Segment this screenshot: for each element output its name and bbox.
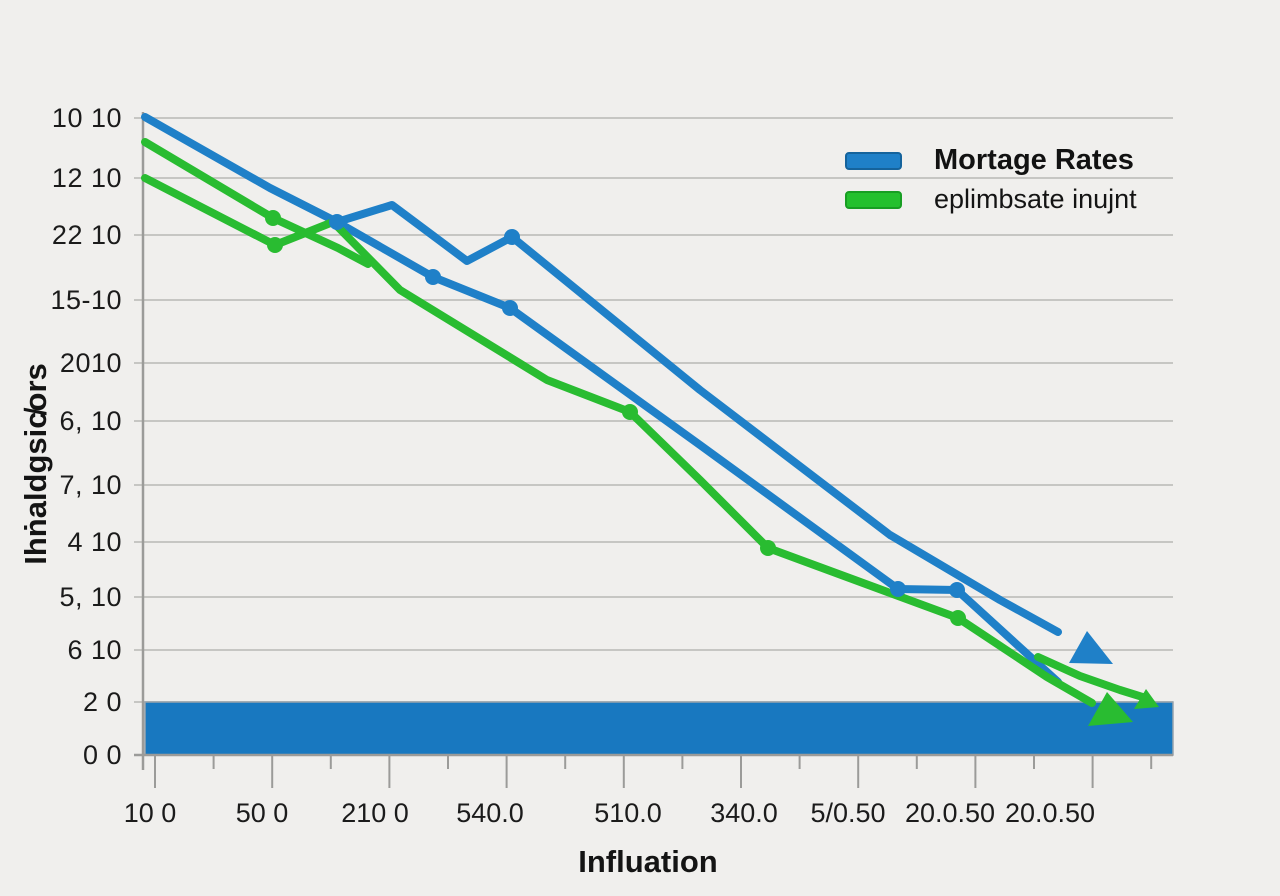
blue-band bbox=[144, 701, 1174, 756]
x-tick-label: 540.0 bbox=[456, 798, 524, 828]
legend-swatch-blue bbox=[845, 151, 902, 170]
arrowhead-mortage-rates-main bbox=[1069, 631, 1113, 664]
series-line-eplimbsate-branch bbox=[141, 138, 372, 268]
y-tick-label: 22 10 bbox=[51, 220, 122, 250]
series-line-mortage-rates-main bbox=[141, 113, 1062, 636]
y-tick-label: 2010 bbox=[59, 348, 122, 378]
x-tick-label: 50 0 bbox=[235, 798, 289, 828]
marker-mortage-rates-main bbox=[329, 214, 345, 230]
y-axis-title: Ihṅaldgsic̸ors bbox=[18, 363, 53, 565]
marker-mortage-rates-main bbox=[504, 229, 520, 245]
x-tick-label: 5/0.50 bbox=[810, 798, 886, 828]
series-line-eplimbsate-swoosh bbox=[1034, 653, 1150, 702]
y-tick-label: 4 10 bbox=[67, 527, 122, 557]
legend: Mortage Rates eplimbsate inujnt bbox=[845, 144, 1137, 222]
x-tick-label: 20.0.50 bbox=[1004, 798, 1096, 828]
y-tick-label: 12 10 bbox=[51, 163, 122, 193]
marker-eplimbsate-main bbox=[267, 237, 283, 253]
arrowhead-eplimbsate-main bbox=[1088, 692, 1133, 726]
y-tick-label: 7, 10 bbox=[59, 470, 122, 500]
marker-mortage-rates-branch bbox=[890, 581, 906, 597]
x-tick-label: 210 0 bbox=[341, 798, 409, 828]
marker-mortage-rates-branch bbox=[502, 300, 518, 316]
y-tick-label: 6, 10 bbox=[59, 406, 122, 436]
y-tick-label: 10 10 bbox=[51, 103, 122, 133]
y-tick-label: 2 0 bbox=[82, 687, 122, 717]
y-tick-label: 0 0 bbox=[82, 740, 122, 770]
marker-mortage-rates-branch bbox=[425, 269, 441, 285]
legend-row: eplimbsate inujnt bbox=[845, 184, 1137, 215]
legend-row: Mortage Rates bbox=[845, 144, 1137, 177]
y-tick-label: 5, 10 bbox=[59, 582, 122, 612]
x-axis-title: Influation bbox=[578, 844, 718, 879]
marker-mortage-rates-branch bbox=[949, 582, 965, 598]
x-tick-label: 10 0 bbox=[123, 798, 177, 828]
legend-label: eplimbsate inujnt bbox=[934, 184, 1137, 214]
x-tick-label: 20.0.50 bbox=[904, 798, 996, 828]
marker-eplimbsate-branch bbox=[265, 210, 281, 226]
x-tick-label: 510.0 bbox=[594, 798, 662, 828]
y-tick-label: 6 10 bbox=[67, 635, 122, 665]
y-tick-label: 15-10 bbox=[50, 285, 122, 315]
marker-eplimbsate-main bbox=[950, 610, 966, 626]
legend-swatch-green bbox=[845, 190, 902, 209]
series-line-eplimbsate-main bbox=[141, 174, 1096, 707]
marker-eplimbsate-main bbox=[760, 540, 776, 556]
marker-eplimbsate-main bbox=[622, 404, 638, 420]
arrowhead-eplimbsate-swoosh bbox=[1134, 689, 1159, 709]
legend-label: Mortage Rates bbox=[934, 144, 1134, 176]
x-tick-label: 340.0 bbox=[710, 798, 778, 828]
